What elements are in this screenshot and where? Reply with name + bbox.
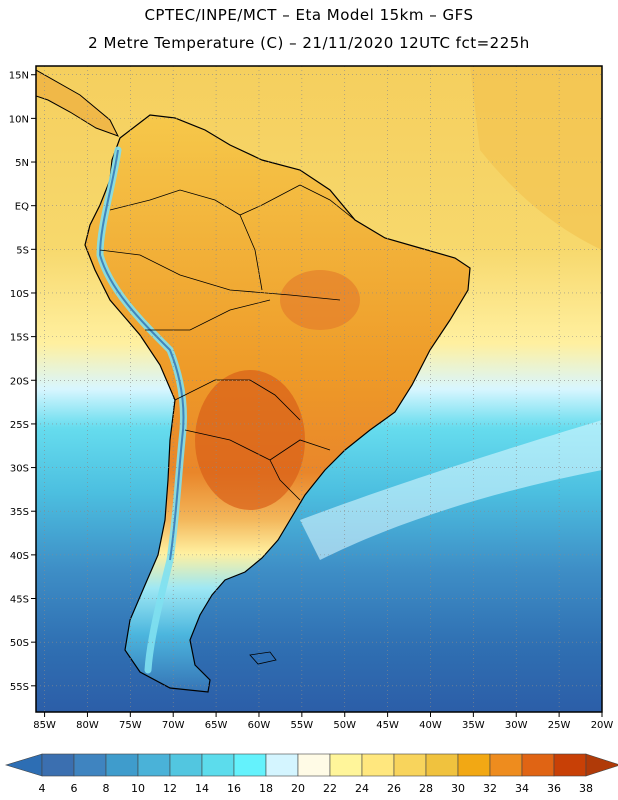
lon-label: 50W: [333, 720, 356, 731]
colorbar-tick-label: 34: [515, 782, 529, 795]
colorbar-under-arrow: [4, 753, 43, 777]
colorbar-swatch: [553, 753, 587, 777]
colorbar-tick-label: 26: [387, 782, 401, 795]
colorbar-swatch: [457, 753, 491, 777]
country-borders: [99, 184, 356, 501]
colorbar-tick-label: 6: [71, 782, 78, 795]
lat-label: 45S: [10, 595, 29, 606]
lat-label: 55S: [10, 682, 29, 693]
colorbar-swatch: [105, 753, 139, 777]
lon-label: 35W: [462, 720, 485, 731]
lon-label: 20W: [591, 720, 614, 731]
map-frame: [35, 65, 603, 713]
colorbar-swatch: [425, 753, 459, 777]
lat-label: 5S: [16, 245, 29, 256]
colorbar-tick-label: 14: [195, 782, 209, 795]
lat-label: 5N: [15, 158, 29, 169]
colorbar-swatch: [489, 753, 523, 777]
colorbar-tick-label: 12: [163, 782, 177, 795]
central-america: [36, 69, 120, 137]
lat-label: 50S: [10, 638, 29, 649]
falkland-islands: [249, 651, 277, 665]
colorbar-swatch: [393, 753, 427, 777]
lat-label: 20S: [10, 376, 29, 387]
lon-label: 80W: [76, 720, 99, 731]
map-title-line1: CPTEC/INPE/MCT – Eta Model 15km – GFS: [144, 6, 474, 24]
colorbar-tick-label: 8: [103, 782, 110, 795]
colorbar-tick-label: 10: [131, 782, 145, 795]
warm-ocean-band: [470, 66, 602, 250]
colorbar-swatch: [297, 753, 331, 777]
lat-label: 10N: [9, 114, 29, 125]
colorbar-tick-label: 24: [355, 782, 369, 795]
lon-label: 45W: [376, 720, 399, 731]
lat-label: 35S: [10, 507, 29, 518]
lat-label: 15S: [10, 333, 29, 344]
colorbar-tick-label: 4: [39, 782, 46, 795]
colorbar-tick-label: 22: [323, 782, 337, 795]
colorbar-tick-label: 38: [579, 782, 593, 795]
lon-label: 85W: [33, 720, 56, 731]
lon-label: 30W: [505, 720, 528, 731]
lat-label: 15N: [9, 71, 29, 82]
lat-label: 40S: [10, 551, 29, 562]
colorbar-swatch: [41, 753, 75, 777]
colorbar-swatch: [329, 753, 363, 777]
colorbar-swatch: [521, 753, 555, 777]
lat-label: 10S: [10, 289, 29, 300]
colorbar-swatch: [265, 753, 299, 777]
colorbar-swatch: [201, 753, 235, 777]
colorbar-over-arrow: [585, 753, 618, 777]
colorbar-tick-label: 16: [227, 782, 241, 795]
lon-label: 40W: [419, 720, 442, 731]
colorbar-tick-label: 28: [419, 782, 433, 795]
hot-core-central-brazil: [280, 270, 360, 330]
andes-peaks: [98, 149, 185, 561]
colorbar-swatch: [233, 753, 267, 777]
longitude-labels: 85W 80W 75W 70W 65W 60W 55W 50W 45W 40W 35W 30W 25W 2…: [33, 712, 613, 731]
colorbar-swatch: [137, 753, 171, 777]
lon-label: 25W: [548, 720, 571, 731]
lon-label: 70W: [162, 720, 185, 731]
cool-ocean-band: [300, 420, 602, 560]
latitude-labels: 15N 10N 5N EQ 5S 10S 15S 20S 25S 30S 35S 40S 45S 50S 5…: [9, 71, 36, 693]
lon-label: 75W: [119, 720, 142, 731]
map-title-line2: 2 Metre Temperature (C) – 21/11/2020 12U…: [88, 34, 530, 52]
lat-label: 25S: [10, 420, 29, 431]
colorbar-swatch: [169, 753, 203, 777]
lon-label: 60W: [248, 720, 271, 731]
colorbar-tick-label: 32: [483, 782, 497, 795]
colorbar-swatch: [361, 753, 395, 777]
lat-label: EQ: [15, 202, 29, 213]
colorbar-tick-label: 30: [451, 782, 465, 795]
lon-label: 65W: [205, 720, 228, 731]
colorbar-swatch: [73, 753, 107, 777]
colorbar-tick-label: 20: [291, 782, 305, 795]
lat-label: 30S: [10, 464, 29, 475]
colorbar-tick-label: 18: [259, 782, 273, 795]
lon-label: 55W: [291, 720, 314, 731]
colorbar-tick-label: 36: [547, 782, 561, 795]
